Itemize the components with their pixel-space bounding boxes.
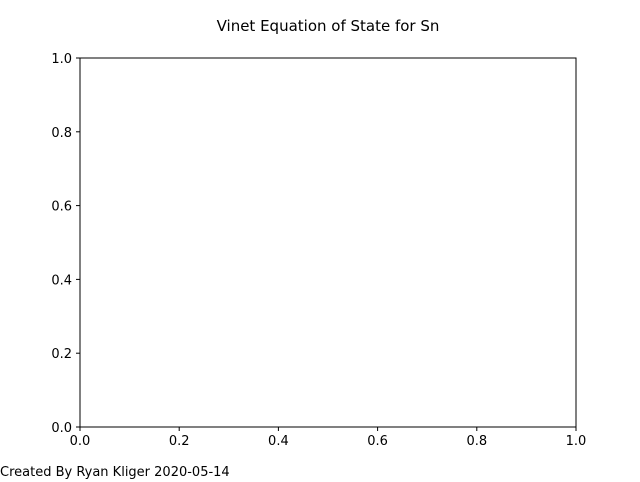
y-tick-label: 0.4 (51, 273, 72, 288)
y-tick-label: 0.8 (51, 126, 72, 141)
y-tick-label: 0.0 (51, 421, 72, 436)
x-tick-label: 0.6 (367, 434, 388, 449)
x-tick-label: 0.2 (169, 434, 190, 449)
plot-area (79, 57, 577, 428)
y-tick-label: 1.0 (51, 52, 72, 67)
chart-title: Vinet Equation of State for Sn (217, 17, 440, 35)
y-tick-label: 0.6 (51, 200, 72, 215)
x-axis: 0.0 0.2 0.4 0.6 0.8 1.0 (70, 427, 587, 449)
x-tick-label: 1.0 (566, 434, 587, 449)
x-tick-label: 0.0 (70, 434, 91, 449)
x-tick-label: 0.8 (466, 434, 487, 449)
x-tick-label: 0.4 (268, 434, 289, 449)
footer-credit: Created By Ryan Kliger 2020-05-14 (0, 465, 230, 480)
y-axis: 0.0 0.2 0.4 0.6 0.8 1.0 (51, 52, 80, 436)
y-tick-label: 0.2 (51, 347, 72, 362)
